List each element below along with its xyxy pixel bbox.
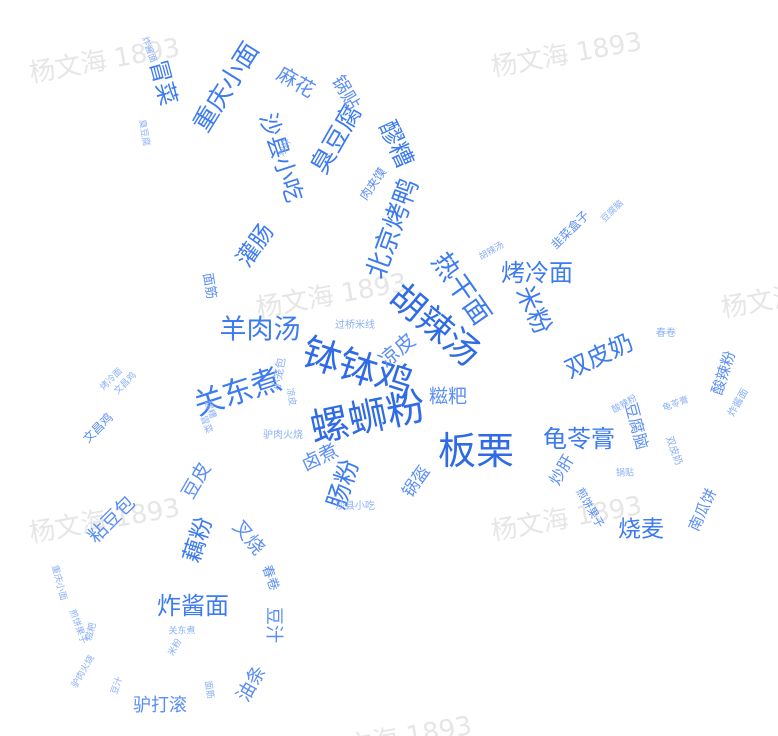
- cloud-word: 臭豆腐: [136, 118, 151, 148]
- cloud-word: 文昌鸡: [80, 410, 116, 446]
- cloud-word: 锅贴: [615, 468, 635, 479]
- cloud-word: 炒肝: [545, 451, 578, 489]
- cloud-word: 炸酱面: [726, 387, 751, 419]
- cloud-word: 双皮奶: [560, 328, 638, 384]
- cloud-word: 豆汁: [263, 607, 284, 643]
- cloud-word: 炸酱面: [157, 592, 229, 620]
- cloud-word: 面筋: [199, 271, 219, 301]
- cloud-word: 龟苓膏: [543, 425, 615, 453]
- cloud-word: 沙县小吃: [335, 501, 375, 512]
- cloud-word: 酸辣粉: [708, 348, 740, 398]
- cloud-word: 煎饼果子: [66, 608, 89, 646]
- cloud-word: 重庆小面: [48, 564, 68, 602]
- cloud-word: 臭豆腐: [304, 99, 368, 179]
- cloud-word: 龟苓膏: [661, 395, 691, 414]
- cloud-word: 重庆小面: [187, 36, 265, 138]
- cloud-word: 冒菜: [143, 57, 181, 109]
- cloud-word: 灌肠: [231, 219, 280, 273]
- cloud-word: 韭菜盒子: [548, 208, 592, 252]
- cloud-word: 春卷: [656, 328, 676, 339]
- cloud-word: 油条: [232, 661, 271, 706]
- cloud-word: 叉烧: [227, 516, 270, 560]
- cloud-word: 双皮奶: [663, 434, 684, 467]
- cloud-word: 糍粑: [428, 385, 468, 408]
- cloud-word: 螺蛳粉: [306, 383, 430, 453]
- watermark: 杨文海 1893: [718, 268, 778, 324]
- watermark: 杨文海 1893: [488, 26, 645, 83]
- cloud-word: 豆腐脑: [599, 198, 626, 225]
- cloud-word: 关东煮: [168, 626, 196, 637]
- cloud-word: 过桥米线: [335, 320, 375, 331]
- cloud-word: 米粉: [510, 281, 558, 339]
- cloud-word: 米粉: [166, 637, 185, 659]
- cloud-word: 麻花: [272, 61, 320, 103]
- cloud-word: 豆皮: [177, 458, 216, 503]
- cloud-word: 驴肉火烧: [70, 653, 97, 690]
- cloud-word: 凉皮: [284, 387, 297, 407]
- cloud-word: 面筋: [202, 680, 215, 700]
- cloud-word: 驴打滚: [133, 695, 187, 716]
- cloud-word: 醪糟: [373, 116, 419, 172]
- cloud-word: 肉夹馍: [356, 165, 390, 203]
- cloud-word: 炸酱面: [139, 35, 158, 65]
- cloud-word: 沙县小吃: [253, 110, 308, 206]
- cloud-word: 煎饼果子: [573, 485, 607, 531]
- cloud-word: 粘豆包: [83, 491, 140, 548]
- cloud-word: 豆汁: [109, 675, 126, 697]
- cloud-word: 南瓜饼: [684, 485, 721, 534]
- cloud-word: 春卷: [258, 563, 282, 593]
- cloud-word: 烧麦: [618, 516, 664, 543]
- watermark: 杨文海 1893: [318, 705, 475, 736]
- cloud-word: 板栗: [437, 429, 515, 473]
- cloud-word: 烤冷面: [501, 259, 573, 287]
- cloud-word: 藕粉: [179, 513, 218, 566]
- cloud-word: 驴肉火烧: [263, 430, 303, 441]
- cloud-word: 锅盔: [398, 462, 435, 502]
- cloud-word: 羊肉汤: [219, 314, 301, 346]
